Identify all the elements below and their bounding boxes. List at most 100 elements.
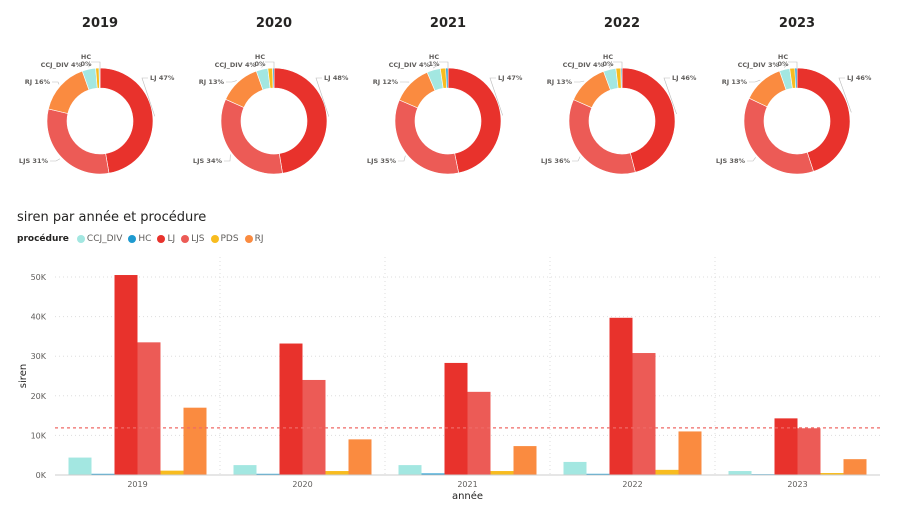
legend-item-rj[interactable]: RJ [244,234,264,244]
pie-leader-line [141,77,156,117]
pie-label-lj: LJ 47% [498,74,523,82]
x-tick-label: 2021 [457,480,477,489]
pie-chart-2021: 2021 LJ 47% LJS 35% RJ 12% CCJ_DIV 4%HC1% [367,16,523,175]
bar-hc-2021 [421,473,445,475]
pie-label-ccj_div: CCJ_DIV 4% [563,61,605,69]
bar-lj-2022 [609,317,633,475]
pie-title: 2021 [430,16,466,31]
x-tick-label: 2023 [787,480,807,489]
pie-label-ccj_div: CCJ_DIV 4% [41,61,83,69]
bar-ljs-2022 [632,353,656,475]
bar-pds-2019 [160,470,184,475]
pie-label-rj: RJ 12% [373,78,399,86]
bar-rj-2021 [513,446,537,475]
pie-leader-line [398,155,406,162]
pie-leader-line [226,80,237,83]
y-tick-label: 0K [36,471,47,480]
pie-leader-line [788,61,798,68]
bar-ccj_div-2023 [728,471,752,475]
pie-leader-line [572,156,581,162]
bar-legend: procédure CCJ_DIV HC LJ LJS PDS RJ [17,234,264,244]
pie-leader-line [432,64,440,69]
bar-ljs-2023 [797,428,821,475]
y-tick-label: 50K [31,273,47,282]
pie-label-rj: RJ 13% [199,78,225,86]
pie-leader-line [613,61,623,68]
pie-chart-2023: 2023 LJ 46% LJS 38% RJ 13% CCJ_DIV 3%HC0% [716,16,872,175]
pie-slice-hc [445,67,449,89]
bar-chart-title: siren par année et procédure [17,210,207,225]
legend-dot-icon [244,235,253,243]
pie-label-ljs: LJS 34% [193,157,223,165]
pie-label-ljs: LJS 35% [367,157,397,165]
pie-slice-lj [99,67,154,174]
pie-label-ljs: LJS 38% [716,157,746,165]
legend-dot-icon [157,235,166,243]
pie-leader-line [84,64,91,68]
pie-slice-rj [48,70,90,114]
pie-leader-line [663,77,677,115]
pie-label-hc: HC [778,53,788,61]
pie-label-rj: RJ 16% [25,78,51,86]
pie-label-lj: LJ 46% [672,74,697,82]
legend-item-pds[interactable]: PDS [210,234,239,244]
x-tick-label: 2019 [127,480,147,489]
pie-chart-2019: 2019 LJ 47% LJS 31% RJ 16% CCJ_DIV 4%HC0% [19,16,175,175]
pie-leader-line [265,61,275,68]
bar-pds-2021 [490,471,514,475]
bar-pds-2022 [655,469,679,475]
bar-ccj_div-2019 [68,457,92,475]
legend-label: LJ [167,234,176,244]
pie-leader-line [315,77,330,117]
pie-slice-lj [273,67,328,174]
bar-ccj_div-2021 [398,465,422,475]
pie-label-rj: RJ 13% [722,78,748,86]
legend-item-lj[interactable]: LJ [157,234,175,244]
bar-chart: 0K 10K 20K 30K 40K 50K siren 2019 2020 2021 2022 20… [18,257,880,502]
pie-label-hc: HC [603,53,613,61]
y-tick-label: 20K [31,392,47,401]
x-tick-label: 2022 [622,480,642,489]
bar-lj-2020 [279,343,303,475]
pie-label-lj: LJ 47% [150,74,175,82]
pie-leader-line [258,64,265,68]
bar-ccj_div-2020 [233,465,257,475]
pie-leader-line [606,64,613,68]
pie-leader-line [574,80,585,83]
bar-lj-2019 [114,275,138,475]
pie-label-lj: LJ 48% [324,74,349,82]
legend-item-ljs[interactable]: LJS [181,234,205,244]
bar-rj-2022 [678,431,702,475]
y-tick-label: 10K [31,431,47,440]
pie-label-lj: LJ 46% [847,74,872,82]
legend-dot-icon [128,235,137,243]
bar-rj-2019 [183,407,207,475]
y-tick-label: 40K [31,313,47,322]
legend-label: RJ [254,234,264,244]
y-tick-label: 30K [31,352,47,361]
pie-label-hc: HC [81,53,91,61]
pie-label-ccj_div: CCJ_DIV 3% [738,61,780,69]
pie-chart-2020: 2020 LJ 48% LJS 34% RJ 13% CCJ_DIV 4%HC0% [193,16,349,175]
x-tick-label: 2020 [292,480,312,489]
legend-dot-icon [181,235,190,243]
pie-label-ccj_div: CCJ_DIV 4% [389,61,431,69]
legend-item-hc[interactable]: HC [128,234,151,244]
pie-title: 2023 [779,16,815,31]
x-axis-title: année [452,490,483,502]
y-axis-title: siren [18,364,29,388]
bar-pds-2023 [820,473,844,475]
legend-title: procédure [17,234,69,244]
pie-slice-hc [272,67,275,89]
pie-slice-hc [620,67,623,89]
bar-hc-2019 [91,473,115,475]
pie-label-rj: RJ 13% [547,78,573,86]
legend-dot-icon [210,235,219,243]
pie-title: 2019 [82,16,118,31]
pie-title: 2022 [604,16,640,31]
pie-label-ccj_div: CCJ_DIV 4% [215,61,257,69]
pie-label-ljs: LJS 31% [19,157,49,165]
legend-item-ccj_div[interactable]: CCJ_DIV [76,234,122,244]
